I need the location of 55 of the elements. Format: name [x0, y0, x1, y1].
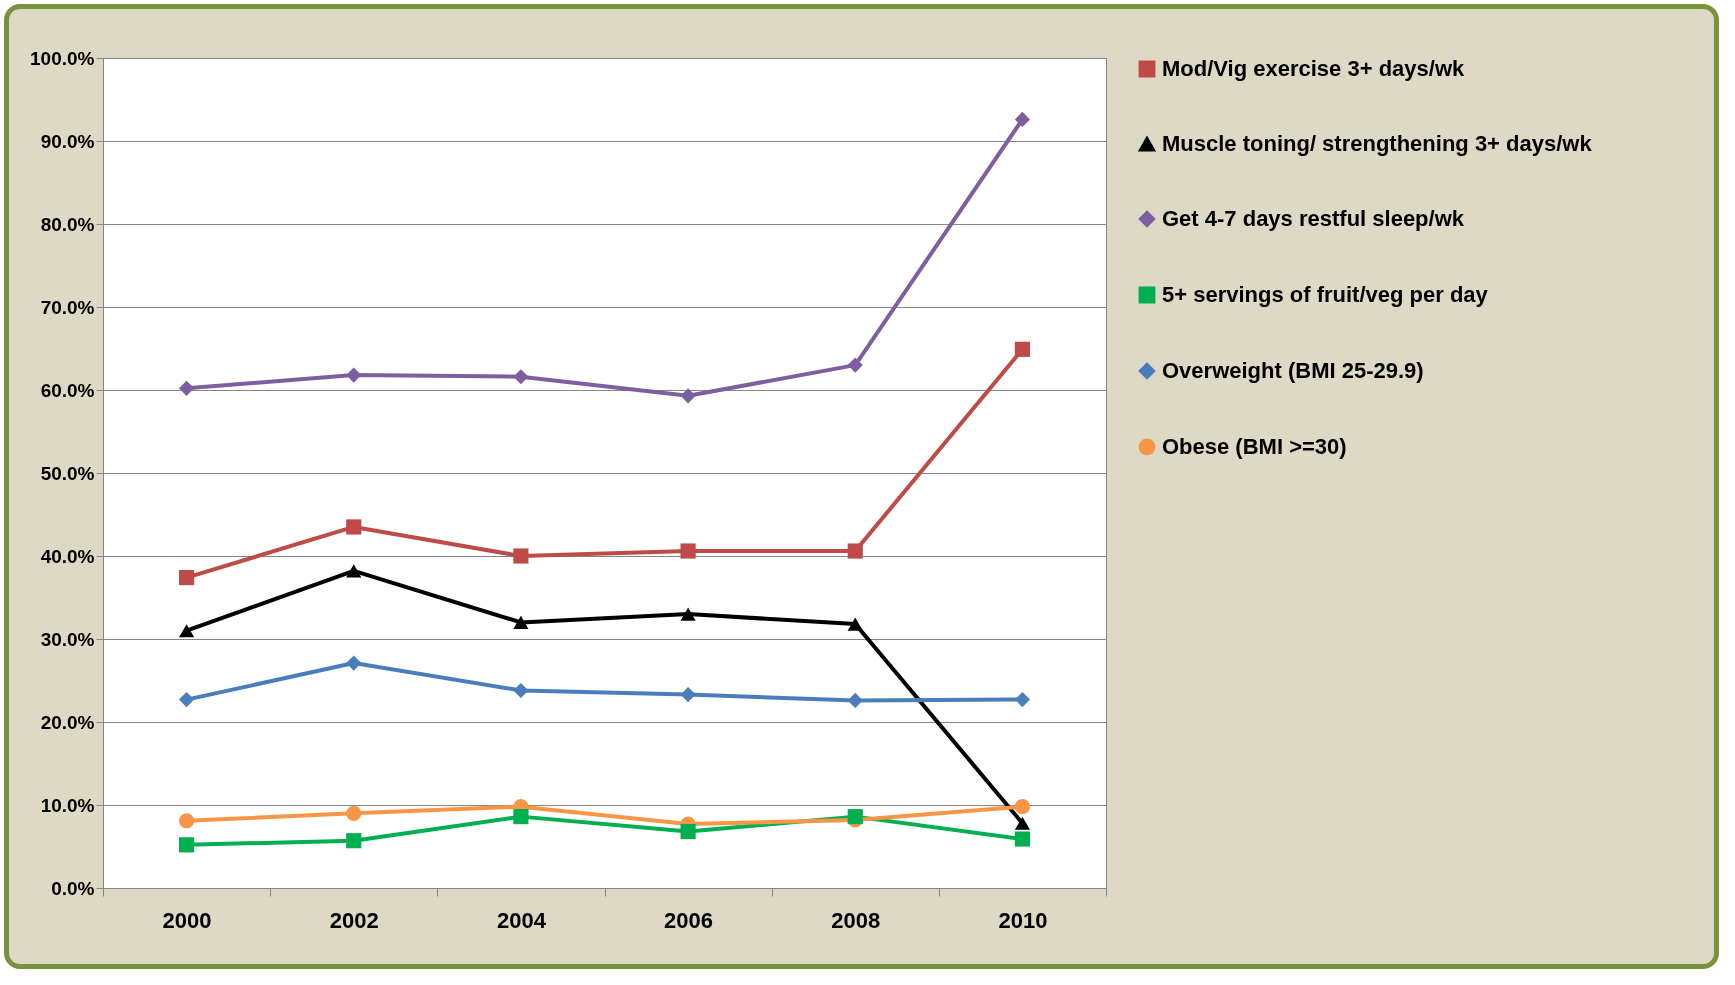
point — [680, 543, 696, 559]
y-tick-label: 20.0% — [40, 711, 95, 733]
point — [847, 357, 863, 373]
point — [513, 548, 529, 564]
point — [847, 692, 863, 708]
y-tick-label: 70.0% — [40, 296, 95, 318]
point — [179, 570, 195, 586]
point — [179, 380, 195, 396]
point — [513, 809, 529, 825]
x-tick-label: 2010 — [998, 907, 1048, 933]
point — [179, 692, 195, 708]
point — [1014, 831, 1030, 847]
y-tick-label: 40.0% — [40, 545, 95, 567]
y-tick-label: 90.0% — [40, 130, 95, 152]
x-tick-label: 2008 — [831, 907, 881, 933]
point — [179, 837, 195, 853]
point — [346, 655, 362, 671]
y-tick-label: 0.0% — [51, 877, 95, 899]
y-tick-label: 100.0% — [30, 47, 95, 69]
point — [1014, 799, 1030, 815]
point — [847, 617, 863, 631]
point — [1014, 692, 1030, 708]
point — [680, 388, 696, 404]
point — [346, 564, 362, 578]
legend-label: Obese (BMI >=30) — [1162, 434, 1347, 459]
point — [513, 615, 529, 629]
point — [1014, 816, 1030, 830]
point — [847, 543, 863, 559]
x-tick-label: 2000 — [162, 907, 212, 933]
point — [346, 833, 362, 849]
point — [346, 519, 362, 535]
legend-label: Overweight (BMI 25-29.9) — [1162, 358, 1424, 383]
y-tick-label: 60.0% — [40, 379, 95, 401]
legend-label: Mod/Vig exercise 3+ days/wk — [1162, 56, 1466, 81]
y-tick-label: 80.0% — [40, 213, 95, 235]
legend-label: Get 4-7 days restful sleep/wk — [1162, 206, 1465, 231]
y-tick-label: 50.0% — [40, 462, 95, 484]
y-tick-label: 30.0% — [40, 628, 95, 650]
point — [513, 682, 529, 699]
point — [680, 607, 696, 621]
point — [1014, 341, 1030, 357]
x-tick-label: 2006 — [664, 907, 714, 933]
point — [680, 687, 696, 703]
legend-label: Muscle toning/ strengthening 3+ days/wk — [1162, 131, 1593, 156]
x-tick-label: 2004 — [496, 907, 547, 933]
x-tick-label: 2002 — [329, 907, 379, 933]
point — [179, 813, 195, 829]
point — [346, 367, 362, 383]
point — [513, 369, 529, 385]
point — [680, 823, 696, 840]
point — [179, 624, 195, 638]
legend-label: 5+ servings of fruit/veg per day — [1162, 282, 1489, 307]
point — [1014, 111, 1030, 127]
point — [346, 805, 362, 821]
y-tick-label: 10.0% — [40, 794, 95, 816]
